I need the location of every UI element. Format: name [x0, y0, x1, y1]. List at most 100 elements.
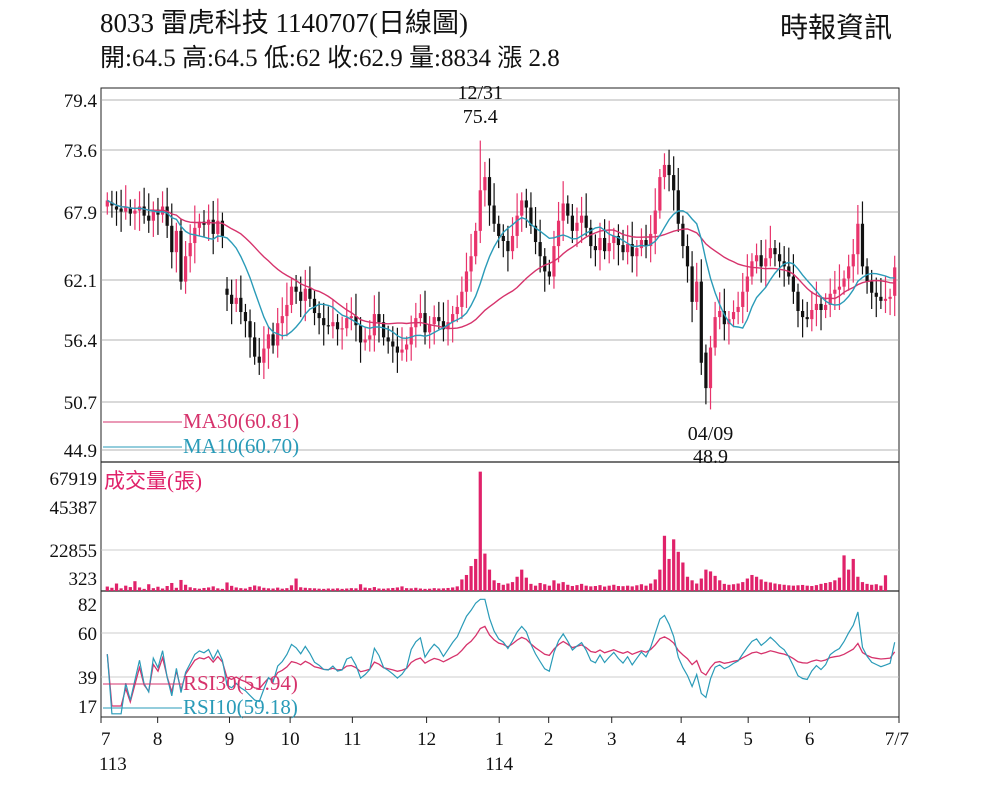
volume-bar — [243, 588, 248, 591]
candle-body — [179, 230, 183, 282]
volume-bar — [777, 584, 782, 591]
volume-bar — [230, 585, 234, 591]
candle-body — [483, 177, 487, 191]
candle-body — [653, 210, 657, 234]
x-year-label: 113 — [99, 754, 127, 775]
volume-bar — [156, 586, 160, 591]
volume-bar — [598, 585, 602, 591]
x-tick-label: 11 — [343, 729, 361, 750]
candle-body — [478, 190, 482, 231]
candle-body — [685, 246, 690, 267]
volume-bar — [400, 586, 404, 591]
ohlc-summary: 開:64.5 高:64.5 低:62 收:62.9 量:8834 漲 2.8 — [100, 45, 560, 72]
volume-bar — [616, 586, 621, 591]
volume-bar — [533, 585, 538, 591]
candle-body — [418, 313, 423, 319]
volume-bar — [202, 587, 206, 591]
candle-body — [395, 346, 400, 353]
volume-bar — [787, 585, 791, 591]
volume-bar — [524, 577, 528, 591]
volume-bar — [593, 586, 598, 591]
volume-bar — [731, 584, 736, 591]
candle-body — [474, 230, 478, 257]
chart-frame — [100, 87, 900, 718]
volume-bar — [644, 585, 648, 591]
volume-bar — [446, 587, 450, 591]
volume-bar — [704, 569, 708, 591]
candle-body — [335, 322, 340, 330]
candle-body — [870, 281, 874, 293]
candle-body — [584, 215, 588, 228]
candle-body — [372, 314, 376, 336]
rsi-tick-label: 82 — [78, 595, 97, 616]
axis-labels: 79.473.667.962.156.450.744.9679194538722… — [50, 82, 910, 775]
candle-body — [266, 334, 271, 349]
candle-body — [667, 164, 671, 176]
legend-rsi30: RSI30(51.94) — [183, 671, 298, 695]
volume-bar — [800, 584, 805, 591]
candle-body — [326, 325, 330, 327]
volume-bar — [810, 586, 814, 591]
ma30-line — [106, 199, 895, 330]
candle-body — [428, 324, 432, 333]
candle-body — [280, 316, 284, 324]
annotation-low-date: 04/09 — [688, 423, 734, 445]
annotation-high-date: 12/31 — [457, 82, 503, 104]
volume-bar — [404, 588, 409, 591]
candle-body — [649, 233, 653, 247]
candle-body — [142, 206, 146, 216]
rsi-tick-label: 17 — [78, 697, 97, 718]
candle-body — [345, 318, 349, 329]
volume-bar — [722, 583, 726, 591]
rsi30-line — [106, 625, 896, 707]
volume-bar — [294, 578, 298, 591]
volume-bar — [662, 535, 667, 591]
candle-body — [575, 222, 579, 231]
candle-body — [271, 334, 275, 346]
volume-bar — [865, 583, 869, 591]
volume-bar — [345, 588, 349, 591]
volume-bar — [266, 588, 271, 591]
volume-bar — [847, 569, 851, 591]
volume-bar — [331, 588, 335, 591]
candle-body — [400, 349, 404, 353]
volume-bar — [322, 588, 326, 591]
ma10-line — [106, 199, 895, 340]
volume-bar — [796, 585, 800, 591]
price-tick-label: 44.9 — [64, 441, 97, 462]
volume-bar — [317, 588, 321, 591]
volume-bar — [833, 580, 837, 591]
candle-body — [349, 316, 353, 319]
volume-bar — [299, 587, 303, 591]
candle-body — [538, 242, 542, 257]
candle-body — [533, 225, 538, 243]
volume-bar — [626, 585, 630, 591]
x-tick-label: 4 — [676, 729, 686, 750]
volume-tick-label: 45387 — [50, 498, 98, 519]
x-tick-label: 12 — [417, 729, 436, 750]
volume-bar — [837, 577, 842, 591]
candle-body — [616, 235, 621, 246]
volume-bar — [515, 576, 519, 591]
price-tick-label: 56.4 — [64, 331, 98, 352]
candle-body — [147, 215, 151, 221]
volume-bar — [851, 558, 855, 591]
volume-bar — [418, 588, 423, 591]
candle-body — [833, 289, 837, 294]
volume-bar — [773, 583, 777, 591]
volume-bar — [589, 586, 593, 591]
volume-bar — [179, 579, 183, 591]
volume-bar — [234, 587, 238, 591]
price-tick-label: 67.9 — [64, 203, 97, 224]
volume-bar — [151, 588, 155, 591]
volume-bar — [428, 588, 432, 591]
candle-body — [777, 254, 782, 262]
volume-bar — [437, 588, 441, 591]
volume-title: 成交量(張) — [104, 469, 202, 493]
candle-body — [626, 244, 630, 253]
candle-body — [736, 306, 740, 313]
candle-body — [317, 313, 321, 319]
candle-body — [377, 314, 381, 323]
rsi10-line — [106, 598, 896, 715]
volume-bar — [727, 584, 731, 591]
